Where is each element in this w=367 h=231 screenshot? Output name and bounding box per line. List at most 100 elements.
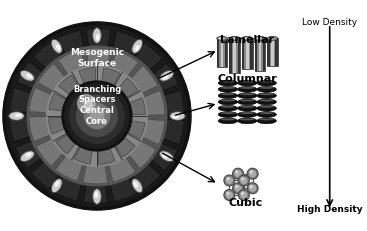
Ellipse shape <box>259 100 274 101</box>
Wedge shape <box>10 88 31 112</box>
Wedge shape <box>111 51 138 76</box>
Ellipse shape <box>51 179 62 193</box>
Text: High Density: High Density <box>297 205 363 214</box>
Ellipse shape <box>96 34 100 41</box>
Ellipse shape <box>132 179 143 193</box>
Ellipse shape <box>221 87 235 89</box>
Circle shape <box>241 178 244 180</box>
Ellipse shape <box>237 80 257 86</box>
Ellipse shape <box>15 113 22 117</box>
Wedge shape <box>133 164 161 191</box>
Ellipse shape <box>218 112 237 117</box>
Wedge shape <box>128 121 145 139</box>
Ellipse shape <box>160 70 174 81</box>
Ellipse shape <box>26 74 32 78</box>
Ellipse shape <box>221 100 235 101</box>
Wedge shape <box>129 141 156 168</box>
Ellipse shape <box>231 37 236 39</box>
Ellipse shape <box>259 106 274 108</box>
Bar <box>255 38 265 71</box>
Wedge shape <box>56 134 76 154</box>
Circle shape <box>239 175 249 186</box>
Wedge shape <box>102 68 120 85</box>
Ellipse shape <box>242 36 252 40</box>
Ellipse shape <box>218 93 237 99</box>
Circle shape <box>90 109 104 123</box>
Circle shape <box>235 185 241 191</box>
Wedge shape <box>164 91 184 115</box>
Text: Low Density: Low Density <box>302 18 357 27</box>
Bar <box>229 38 240 73</box>
Circle shape <box>84 103 110 129</box>
Ellipse shape <box>240 106 255 108</box>
Bar <box>271 38 274 66</box>
Bar <box>242 38 244 70</box>
Ellipse shape <box>132 39 143 53</box>
Wedge shape <box>113 31 139 55</box>
Bar <box>233 38 236 73</box>
Wedge shape <box>144 91 165 115</box>
Wedge shape <box>116 137 135 157</box>
Ellipse shape <box>55 181 59 187</box>
Wedge shape <box>10 117 30 142</box>
Wedge shape <box>131 66 157 93</box>
Ellipse shape <box>218 37 224 39</box>
Circle shape <box>235 171 241 177</box>
Ellipse shape <box>20 151 34 162</box>
Ellipse shape <box>237 118 257 124</box>
Bar <box>267 38 278 66</box>
Wedge shape <box>58 50 85 75</box>
Ellipse shape <box>257 112 276 117</box>
Bar <box>217 38 228 67</box>
Text: Cubic: Cubic <box>228 198 262 208</box>
Wedge shape <box>29 117 50 141</box>
Ellipse shape <box>240 112 255 114</box>
Circle shape <box>241 192 244 195</box>
Ellipse shape <box>257 99 276 105</box>
Circle shape <box>248 184 257 193</box>
Wedge shape <box>33 41 61 68</box>
Wedge shape <box>74 147 92 164</box>
Circle shape <box>248 169 257 178</box>
Wedge shape <box>38 64 65 91</box>
Bar <box>276 38 278 66</box>
Wedge shape <box>48 117 65 134</box>
Ellipse shape <box>257 118 276 124</box>
Circle shape <box>250 185 255 191</box>
Circle shape <box>47 66 148 166</box>
Ellipse shape <box>240 93 255 95</box>
Ellipse shape <box>259 81 274 82</box>
Ellipse shape <box>256 37 262 39</box>
Wedge shape <box>135 43 163 70</box>
Ellipse shape <box>217 36 228 40</box>
Circle shape <box>225 176 234 185</box>
Wedge shape <box>55 177 81 201</box>
Ellipse shape <box>218 99 237 105</box>
Circle shape <box>27 46 167 186</box>
Wedge shape <box>143 119 165 145</box>
Circle shape <box>241 178 247 183</box>
Wedge shape <box>109 158 136 182</box>
Wedge shape <box>15 141 41 168</box>
Ellipse shape <box>172 115 179 119</box>
Ellipse shape <box>218 105 237 111</box>
Bar <box>225 38 228 67</box>
Ellipse shape <box>240 81 255 82</box>
Ellipse shape <box>218 80 237 86</box>
Wedge shape <box>129 98 145 115</box>
Text: Mesogenic
Surface: Mesogenic Surface <box>70 48 124 67</box>
Ellipse shape <box>229 36 240 40</box>
Ellipse shape <box>92 28 101 43</box>
Wedge shape <box>98 148 115 164</box>
Wedge shape <box>36 139 63 166</box>
Bar <box>242 38 252 70</box>
Circle shape <box>250 171 252 173</box>
Ellipse shape <box>221 112 235 114</box>
Bar <box>242 38 252 70</box>
Wedge shape <box>59 75 79 94</box>
Circle shape <box>225 191 234 199</box>
Bar <box>267 38 269 66</box>
Ellipse shape <box>25 152 32 157</box>
Ellipse shape <box>51 39 62 53</box>
Circle shape <box>233 183 243 194</box>
